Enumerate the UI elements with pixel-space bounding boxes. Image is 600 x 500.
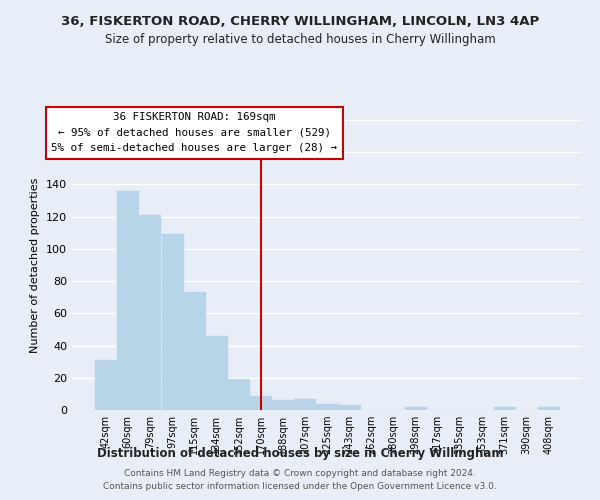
Bar xyxy=(228,380,249,410)
Bar xyxy=(494,407,515,410)
Bar xyxy=(206,336,227,410)
Text: Size of property relative to detached houses in Cherry Willingham: Size of property relative to detached ho… xyxy=(104,32,496,46)
Text: Contains public sector information licensed under the Open Government Licence v3: Contains public sector information licen… xyxy=(103,482,497,491)
Bar xyxy=(139,215,160,410)
Bar xyxy=(316,404,338,410)
Text: Distribution of detached houses by size in Cherry Willingham: Distribution of detached houses by size … xyxy=(97,448,503,460)
Bar xyxy=(538,407,559,410)
Bar xyxy=(161,234,182,410)
Text: 36 FISKERTON ROAD: 169sqm
← 95% of detached houses are smaller (529)
5% of semi-: 36 FISKERTON ROAD: 169sqm ← 95% of detac… xyxy=(51,112,337,154)
Bar xyxy=(95,360,116,410)
Bar xyxy=(295,398,316,410)
Bar xyxy=(405,407,426,410)
Bar xyxy=(118,191,139,410)
Y-axis label: Number of detached properties: Number of detached properties xyxy=(31,178,40,352)
Bar xyxy=(272,400,293,410)
Text: 36, FISKERTON ROAD, CHERRY WILLINGHAM, LINCOLN, LN3 4AP: 36, FISKERTON ROAD, CHERRY WILLINGHAM, L… xyxy=(61,15,539,28)
Bar xyxy=(338,405,359,410)
Bar xyxy=(250,396,271,410)
Bar xyxy=(184,292,205,410)
Text: Contains HM Land Registry data © Crown copyright and database right 2024.: Contains HM Land Registry data © Crown c… xyxy=(124,468,476,477)
